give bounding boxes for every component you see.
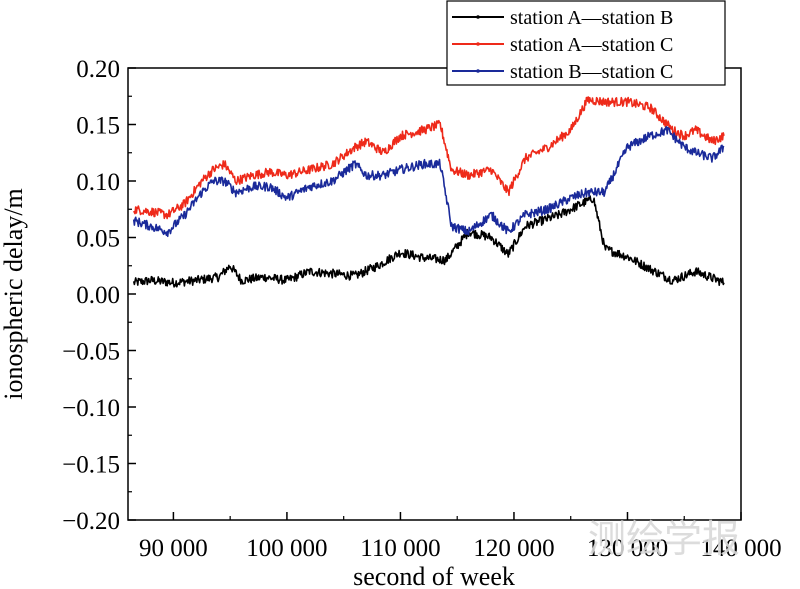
x-tick-label: 110 000 <box>360 535 440 562</box>
y-tick-label: −0.20 <box>62 508 120 535</box>
axis-ticks: 90 000 100 000 110 000 120 000 130 000 140 00… <box>62 56 781 562</box>
watermark-text: 测绘学报 <box>588 517 740 561</box>
legend-marker-1 <box>476 15 480 19</box>
x-tick-label: 140 000 <box>700 535 781 562</box>
series-line-3 <box>132 126 725 238</box>
y-tick-label: −0.10 <box>62 395 120 422</box>
y-tick-label: 0.10 <box>76 169 120 196</box>
x-tick-label: 100 000 <box>246 535 327 562</box>
legend-label-2: station A—station C <box>510 34 673 56</box>
legend: station A—station B station A—station C st… <box>446 0 726 86</box>
x-tick-label: 120 000 <box>473 535 554 562</box>
legend-marker-2 <box>476 42 480 46</box>
y-tick-label: 0.15 <box>76 113 120 140</box>
y-tick-label: −0.05 <box>62 339 120 366</box>
x-tick-label: 130 000 <box>587 535 668 562</box>
series-line-1 <box>132 194 725 288</box>
y-tick-label: −0.15 <box>62 452 120 479</box>
y-axis-title: ionospheric delay/m <box>0 188 28 400</box>
legend-label-3: station B—station C <box>510 61 673 83</box>
y-tick-label: 0.20 <box>76 56 120 83</box>
y-tick-label: 0.05 <box>76 226 120 253</box>
legend-label-1: station A—station B <box>510 7 673 29</box>
x-tick-label: 90 000 <box>139 535 208 562</box>
series-line-2 <box>132 96 725 220</box>
x-axis-title: second of week <box>353 562 515 589</box>
legend-marker-3 <box>476 69 480 73</box>
y-tick-label: 0.00 <box>76 282 120 309</box>
series-layer <box>132 96 725 288</box>
